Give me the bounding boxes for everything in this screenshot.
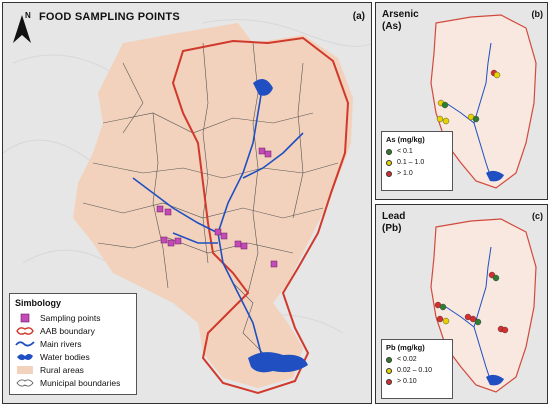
legend-title: Pb (mg/kg)	[386, 343, 425, 352]
legend-label: Water bodies	[40, 351, 90, 362]
water-bodies	[248, 79, 308, 373]
class-label: < 0.02	[397, 356, 417, 363]
main-rivers	[445, 246, 492, 383]
arsenic-map-panel: Arsenic (As) (b) As (mg/kg) < 0.1 0.1 – …	[375, 2, 548, 200]
map-title: FOOD SAMPLING POINTS	[39, 11, 180, 23]
legend-item-main-rivers: Main rivers	[15, 337, 131, 350]
legend-label: AAB boundary	[40, 325, 95, 336]
north-arrow-icon	[13, 15, 31, 43]
lead-sample-points	[434, 271, 509, 334]
legend-class-row: 0.1 – 1.0	[386, 157, 448, 168]
legend-label: Rural areas	[40, 364, 84, 375]
sample-point	[439, 303, 447, 311]
sample-point	[493, 71, 501, 79]
sampling-point	[234, 240, 242, 248]
legend-class-row: > 0.10	[386, 376, 448, 387]
class-dot-icon	[386, 356, 392, 363]
symbology-legend: Simbology Sampling points AAB boundary M…	[9, 293, 137, 395]
element-symbol: (Pb)	[382, 223, 402, 234]
sample-point	[441, 101, 449, 109]
legend-item-aab-boundary: AAB boundary	[15, 324, 131, 337]
sampling-point	[164, 208, 172, 216]
sampling-point	[240, 242, 248, 250]
sample-point	[501, 326, 509, 334]
rural-area-region	[73, 23, 353, 388]
panel-tag-b: (b)	[531, 9, 544, 19]
element-name: Lead	[382, 211, 406, 222]
class-label: 0.02 – 0.10	[397, 367, 433, 374]
legend-class-row: < 0.1	[386, 146, 448, 157]
sample-point	[474, 318, 482, 326]
municipal-boundaries	[82, 42, 339, 354]
sample-point	[469, 315, 477, 323]
sampling-point	[174, 237, 182, 245]
water-body	[486, 170, 504, 182]
aab-boundary	[430, 14, 537, 189]
legend-class-row: < 0.02	[386, 354, 448, 365]
sampling-point	[264, 150, 272, 158]
lead-map-panel: Lead (Pb) (c) Pb (mg/kg) < 0.02 0.02 – 0…	[375, 204, 548, 404]
aab-boundary	[430, 218, 537, 393]
boundary-outline-icon	[15, 326, 35, 336]
class-label: < 0.1	[397, 148, 413, 155]
element-symbol: (As)	[382, 21, 402, 32]
legend-class-row: 0.02 – 0.10	[386, 365, 448, 376]
sampling-point	[214, 228, 222, 236]
legend-label: Main rivers	[40, 338, 82, 349]
sampling-points	[156, 147, 278, 268]
sampling-point	[270, 260, 278, 268]
arsenic-sample-points	[436, 69, 501, 125]
legend-title: As (mg/kg)	[386, 135, 425, 144]
class-dot-icon	[386, 367, 392, 374]
legend-label: Sampling points	[40, 312, 101, 323]
legend-item-sampling-points: Sampling points	[15, 311, 131, 324]
element-title: Arsenic (As)	[382, 9, 419, 33]
municipal-outline-icon	[15, 378, 35, 388]
arsenic-legend: As (mg/kg) < 0.1 0.1 – 1.0 > 1.0	[381, 131, 453, 191]
sample-point	[442, 117, 450, 125]
class-label: > 0.10	[397, 378, 417, 385]
sampling-point	[220, 232, 228, 240]
sample-point	[442, 317, 450, 325]
water-body-shape-icon	[15, 352, 35, 362]
main-map-panel: N FOOD SAMPLING POINTS (a) Simbology Sam…	[2, 2, 372, 404]
class-label: 0.1 – 1.0	[397, 159, 425, 166]
panel-tag-a: (a)	[352, 11, 365, 22]
legend-item-rural-areas: Rural areas	[15, 363, 131, 376]
sampling-point	[167, 239, 175, 247]
sample-point	[472, 115, 480, 123]
class-dot-icon	[386, 378, 392, 385]
north-label: N	[25, 11, 31, 20]
rural-area-fill-icon	[15, 365, 35, 375]
sampling-point	[258, 147, 266, 155]
lead-legend: Pb (mg/kg) < 0.02 0.02 – 0.10 > 0.10	[381, 339, 453, 399]
water-body	[486, 374, 504, 386]
element-name: Arsenic	[382, 9, 419, 20]
legend-item-water-bodies: Water bodies	[15, 350, 131, 363]
legend-title: Simbology	[15, 298, 62, 308]
class-label: > 1.0	[397, 170, 413, 177]
sampling-point	[156, 205, 164, 213]
sample-point	[492, 274, 500, 282]
class-dot-icon	[386, 159, 392, 166]
class-dot-icon	[386, 170, 392, 177]
aab-boundary	[171, 36, 350, 395]
sampling-point-square-icon	[15, 313, 35, 323]
element-title: Lead (Pb)	[382, 211, 405, 235]
legend-class-row: > 1.0	[386, 168, 448, 179]
legend-item-municipal-boundaries: Municipal boundaries	[15, 376, 131, 389]
panel-tag-c: (c)	[532, 211, 543, 221]
class-dot-icon	[386, 148, 392, 155]
river-line-icon	[15, 339, 35, 349]
sample-point	[436, 315, 444, 323]
legend-label: Municipal boundaries	[40, 377, 121, 388]
main-rivers	[132, 82, 304, 354]
north-arrow: N	[11, 11, 33, 45]
sampling-point	[160, 236, 168, 244]
sample-point	[436, 115, 444, 123]
